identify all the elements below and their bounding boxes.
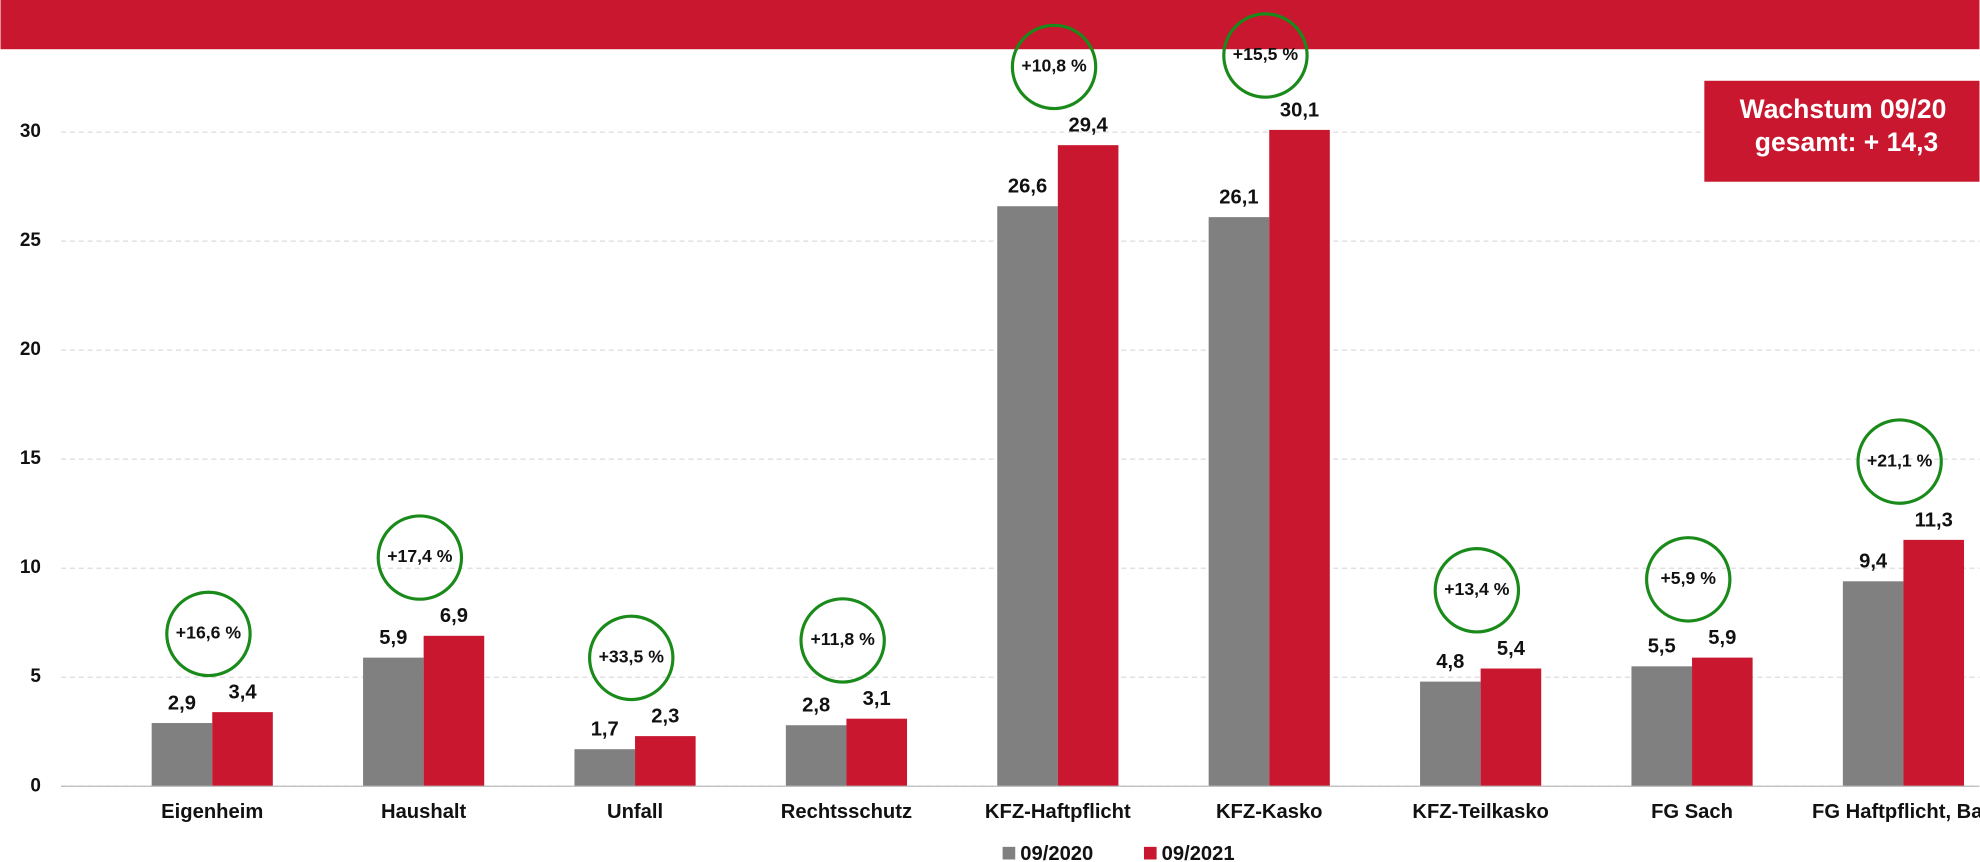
bar [1842,581,1904,787]
y-tick-label: 20 [20,339,41,360]
bar [1631,666,1693,787]
growth-circle [1645,536,1732,623]
bar [1692,657,1753,787]
growth-circle [799,597,886,684]
value-label: 6,9 [440,605,468,627]
bar [635,736,696,787]
bar [785,725,847,787]
growth-label: +21,1 % [1867,450,1933,470]
growth-box-text: gesamt: + 14,3 [1755,127,1938,157]
x-tick-label: KFZ-Teilkasko [1412,801,1548,823]
value-label: 26,6 [1008,176,1047,198]
y-tick-label: 25 [20,230,41,251]
legend-label: 09/2021 [1162,843,1235,862]
growth-circle [165,590,252,678]
bar [1903,539,1965,787]
bar [997,206,1058,787]
y-tick-label: 30 [20,121,41,142]
x-tick-label: Rechtsschutz [781,801,912,823]
growth-circle [1856,418,1943,505]
value-label: 4,8 [1436,651,1464,673]
growth-label: +15,5 % [1233,44,1299,64]
growth-label: +16,6 % [176,623,242,643]
growth-label: +33,5 % [599,647,665,667]
x-tick-label: Eigenheim [161,801,263,823]
value-label: 3,1 [863,688,891,710]
bar [1057,145,1119,787]
growth-label: +5,9 % [1661,568,1717,588]
growth-box [1704,80,1980,182]
bar [151,723,213,787]
x-tick-label: KFZ-Haftpflicht [985,801,1131,823]
bar [1269,129,1330,787]
y-tick-label: 0 [30,775,41,796]
x-tick-label: KFZ-Kasko [1216,801,1323,823]
bar [846,718,908,787]
value-label: 29,4 [1068,115,1108,137]
bar [423,635,485,787]
value-label: 2,8 [802,695,830,717]
value-label: 5,9 [1708,627,1736,649]
y-tick-label: 5 [30,666,41,687]
bar [363,657,424,787]
value-label: 11,3 [1915,509,1953,531]
value-label: 1,7 [591,719,619,741]
growth-circle [1222,12,1309,99]
growth-circle [588,614,675,702]
bar [1420,681,1481,787]
x-tick-label: FG Haftpflicht, Bau [1812,801,1980,823]
growth-circle [376,514,464,601]
legend-swatch [1143,846,1157,860]
legend-label: 09/2020 [1020,843,1093,862]
value-label: 5,4 [1497,638,1526,660]
growth-label: +10,8 % [1021,56,1087,76]
top-banner [0,0,1980,50]
value-label: 9,4 [1859,551,1888,573]
value-label: 26,1 [1219,187,1258,209]
bar [574,749,636,787]
growth-circle [1433,547,1521,634]
y-tick-label: 15 [20,448,41,469]
value-label: 2,3 [651,706,679,728]
legend-swatch [1002,846,1016,860]
growth-label: +13,4 % [1444,579,1510,599]
growth-label: +11,8 % [810,629,875,649]
x-tick-label: Unfall [607,801,663,823]
value-label: 5,5 [1648,636,1676,658]
value-label: 30,1 [1280,99,1319,121]
value-label: 5,9 [379,627,407,649]
x-tick-label: Haushalt [381,801,467,823]
y-tick-label: 10 [20,557,41,578]
bar [212,712,273,787]
value-label: 2,9 [168,692,196,714]
growth-label: +17,4 % [387,546,453,566]
bar [1480,668,1542,787]
bar [1208,217,1270,787]
value-label: 3,4 [228,682,257,704]
x-tick-label: FG Sach [1651,801,1733,823]
growth-box-text: Wachstum 09/20 [1740,94,1947,124]
growth-circle [1010,23,1098,111]
